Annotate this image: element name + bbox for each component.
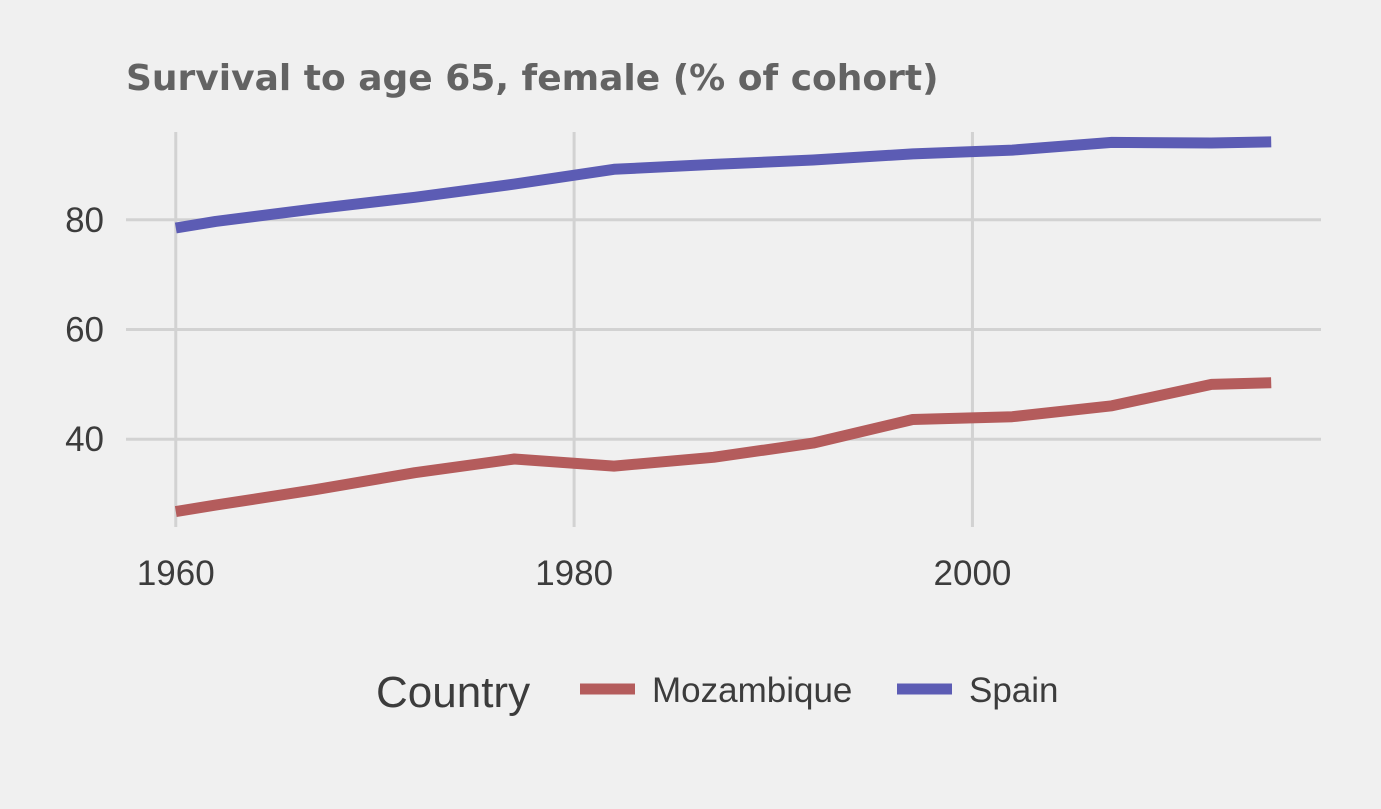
grid-lines — [126, 132, 1321, 527]
series-line-spain — [174, 136, 1272, 234]
y-tick-label-80: 80 — [65, 201, 104, 240]
legend-title: Country — [376, 668, 530, 717]
x-tick-label-1980: 1980 — [535, 554, 613, 593]
legend-label-spain: Spain — [969, 671, 1059, 710]
axis-ticks: 40 60 80 1960 1980 2000 — [65, 201, 1011, 593]
x-tick-label-2000: 2000 — [934, 554, 1012, 593]
legend: Country Mozambique Spain — [376, 668, 1059, 717]
series-line-mozambique — [174, 377, 1272, 518]
y-tick-label-60: 60 — [65, 311, 104, 350]
chart-title: Survival to age 65, female (% of cohort) — [126, 58, 939, 99]
series-lines — [174, 136, 1272, 518]
legend-label-mozambique: Mozambique — [652, 671, 852, 710]
y-tick-label-40: 40 — [65, 420, 104, 459]
x-tick-label-1960: 1960 — [137, 554, 215, 593]
